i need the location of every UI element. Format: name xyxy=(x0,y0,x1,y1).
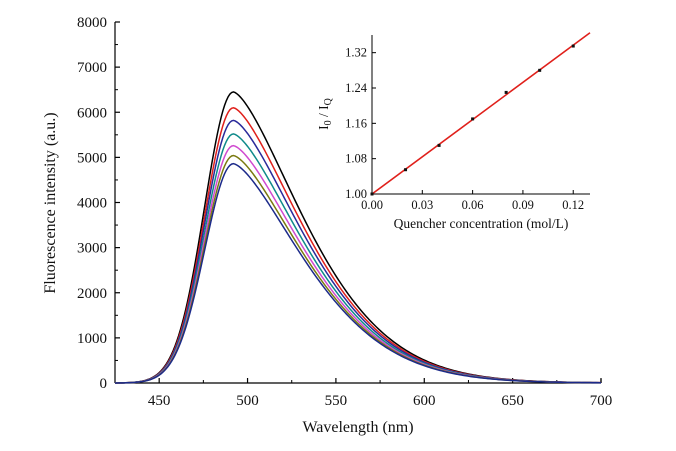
inset-y-title-sub0: 0 xyxy=(323,120,334,125)
main-series-group xyxy=(114,91,602,384)
main-x-axis-title: Wavelength (nm) xyxy=(302,419,413,436)
y-tick-label: 7000 xyxy=(77,60,107,76)
inset-y-tick-label: 1.24 xyxy=(345,81,368,95)
x-tick-label: 450 xyxy=(148,393,171,409)
y-tick-label: 6000 xyxy=(77,105,107,121)
x-tick-label: 500 xyxy=(236,393,259,409)
y-tick-label: 3000 xyxy=(77,241,107,257)
inset-x-tick-label: 0.06 xyxy=(462,198,484,212)
inset-data-point xyxy=(471,117,475,121)
inset-data-point xyxy=(504,90,508,94)
x-tick-label: 700 xyxy=(590,393,613,409)
inset-y-title-main: I xyxy=(316,125,331,130)
inset-y-tick-label: 1.32 xyxy=(345,46,367,60)
y-tick-label: 4000 xyxy=(77,196,107,212)
inset-fit-line xyxy=(371,32,591,195)
y-tick-label: 8000 xyxy=(77,15,107,31)
x-tick-label: 550 xyxy=(325,393,348,409)
inset-x-tick-label: 0.09 xyxy=(512,198,534,212)
inset-x-tick-label: 0.03 xyxy=(411,198,433,212)
series-line-6 xyxy=(114,162,602,384)
x-tick-label: 600 xyxy=(413,393,436,409)
inset-y-tick-label: 1.16 xyxy=(345,116,367,130)
series-line-1 xyxy=(114,106,602,384)
inset-y-title-sub1: Q xyxy=(323,97,334,105)
inset-y-tick-label: 1.08 xyxy=(345,152,367,166)
inset-plot-frame xyxy=(371,35,590,195)
inset-ticks: 1.00 1.08 1.16 1.24 1.32 0.00 0.03 0.06 0.09 0.12 xyxy=(345,46,584,212)
inset-series-group xyxy=(370,32,591,196)
y-tick-label: 5000 xyxy=(77,150,107,166)
series-line-0 xyxy=(114,91,602,384)
inset-y-tick-label: 1.00 xyxy=(345,187,367,201)
inset-x-axis-title: Quencher concentration (mol/L) xyxy=(394,216,569,231)
y-tick-label: 0 xyxy=(100,376,108,392)
inset-x-tick-label: 0.12 xyxy=(562,198,584,212)
inset-x-tick-label: 0.00 xyxy=(361,198,383,212)
y-tick-label: 1000 xyxy=(77,331,107,347)
inset-data-point xyxy=(538,68,542,72)
inset-data-point xyxy=(370,192,374,196)
series-line-4 xyxy=(114,144,602,384)
series-line-3 xyxy=(114,133,602,384)
inset-data-point xyxy=(571,44,575,48)
main-y-axis-title: Fluorescence intensity (a.u.) xyxy=(42,112,59,293)
inset-data-point xyxy=(437,143,441,147)
inset-y-title-mid: / I xyxy=(316,105,331,121)
x-tick-label: 650 xyxy=(501,393,524,409)
inset-data-point xyxy=(404,168,408,172)
y-tick-label: 2000 xyxy=(77,286,107,302)
inset-y-axis-title: I0 / IQ xyxy=(316,97,334,130)
